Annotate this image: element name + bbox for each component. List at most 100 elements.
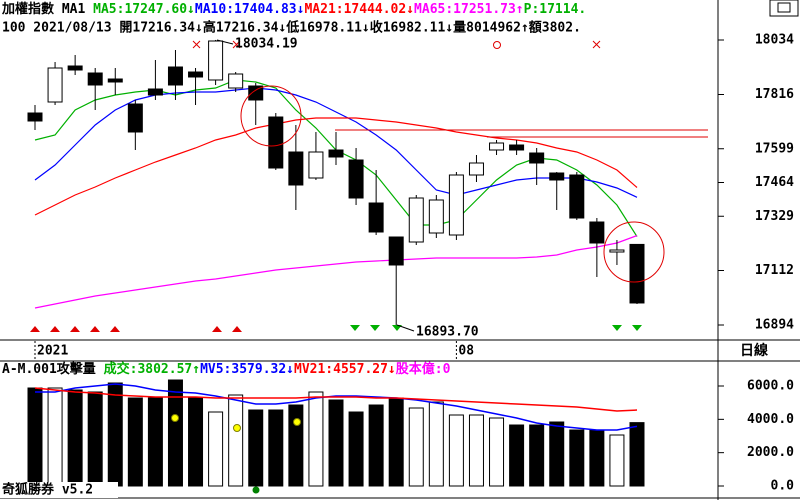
candle-body [27, 112, 43, 122]
volume-bar [388, 397, 404, 487]
candle-body [348, 159, 364, 199]
legend: 加權指數 MA1 MA5:17247.60↓MA10:17404.83↓MA21… [1, 1, 586, 17]
volume-bar [27, 387, 43, 487]
volume-bar [529, 424, 545, 487]
y-tick-label: 17112 [755, 263, 794, 278]
volume-bar [549, 421, 565, 487]
candle-body [308, 151, 324, 179]
y-tick-label: 4000.0 [747, 412, 794, 427]
plot: 18034 17816 17599 17464 17329 17112 16894 6000.… [27, 33, 795, 494]
volume-bar [368, 404, 384, 487]
candle-body [248, 85, 264, 101]
candle-body [549, 172, 565, 181]
y-tick-label: 17816 [755, 87, 794, 102]
volume-bar [67, 389, 83, 487]
candle-body [589, 221, 605, 244]
volume-bar [509, 424, 525, 487]
volume-dots [171, 414, 301, 494]
volume-bar [127, 397, 143, 487]
highlight-circle [240, 85, 302, 147]
volume-bar [208, 411, 224, 487]
volume-bar [408, 407, 424, 487]
candle-body [147, 88, 163, 96]
volume-bar [428, 401, 444, 487]
volume-bar [308, 391, 324, 487]
legend-entry: MA5:17247.60↓ [93, 2, 195, 17]
candle-body [288, 151, 304, 186]
ma-line [34, 235, 638, 309]
mv-line [34, 387, 638, 412]
period[interactable]: 日線 [740, 342, 768, 359]
sell-signals [350, 325, 642, 331]
candle-body [468, 162, 484, 176]
annotation-leader [396, 324, 415, 332]
window-icon [777, 2, 791, 13]
candle-body [368, 202, 384, 233]
candle-body [107, 78, 123, 83]
y-tick-label: 17599 [755, 141, 794, 156]
volume-bar [609, 434, 625, 487]
volume-bar [47, 387, 63, 487]
candle-body [529, 152, 545, 164]
volume-bar [107, 382, 123, 487]
volume-title: A-M.001攻擊量 [2, 361, 96, 377]
candle-body [328, 149, 344, 158]
candle-body [208, 40, 224, 81]
y-tick-label: 17329 [755, 209, 794, 224]
candle-body [87, 72, 103, 86]
signal-circle [493, 41, 501, 49]
volume-bar [448, 414, 464, 487]
volume-bar [248, 409, 264, 487]
candle-body [228, 73, 244, 89]
y-tick-label: 17464 [755, 175, 794, 190]
volume-bar [288, 404, 304, 487]
volume-bar [147, 397, 163, 487]
volume-bar [348, 411, 364, 487]
legend-entry: MA21:17444.02↓ [304, 2, 414, 17]
candle-body [428, 199, 444, 234]
chart-title: 加權指數 MA1 [1, 1, 85, 17]
highlight-circle [603, 221, 665, 283]
capital-label: 股本億:0 [396, 361, 451, 377]
buy-signals [30, 326, 242, 332]
legend-entry: MA65:17251.73↑ [414, 2, 524, 17]
subtitle: 100 2021/08/13 開17216.34↓高17216.34↓低1697… [2, 20, 581, 36]
candle-body [188, 71, 204, 78]
window-button[interactable] [769, 0, 799, 17]
volume-bar [629, 422, 645, 487]
volume-legend: A-M.001攻擊量 成交:3802.57↑MV5:3579.32↓MV21:4… [2, 361, 451, 377]
candle-body [448, 174, 464, 236]
y-tick-label: 16894 [755, 318, 794, 333]
footer: 奇狐勝券 v5.2 [2, 482, 93, 498]
legend-entry: MV21:4557.27↓ [294, 362, 396, 377]
y-tick-label: 2000.0 [747, 445, 794, 460]
x-tick-label: 08 [458, 344, 474, 359]
candle-body [167, 66, 183, 86]
volume-bar [228, 394, 244, 487]
annotation-leader [216, 39, 234, 45]
ma-line [34, 117, 638, 216]
candle-body [268, 116, 284, 169]
candle-body [408, 197, 424, 243]
price-label: P:17114. [524, 2, 587, 17]
legend-entry: MV5:3579.32↓ [200, 362, 294, 377]
candle-body [47, 67, 63, 103]
volume-bar [87, 391, 103, 487]
volume-label: 成交:3802.57↑ [104, 361, 200, 377]
candle-body [509, 144, 525, 151]
legend-entry: MA10:17404.83↓ [195, 2, 305, 17]
volume-bar [589, 429, 605, 487]
y-tick-label: 0.0 [771, 479, 795, 494]
candle-body [489, 142, 505, 151]
volume-bar [489, 417, 505, 487]
volume-bar [188, 397, 204, 487]
candle-body [67, 65, 83, 71]
candle-body [609, 249, 625, 253]
low-annotation: 16893.70 [416, 325, 479, 340]
candle-body [388, 236, 404, 266]
volume-bar [468, 414, 484, 487]
volume-bar [268, 409, 284, 487]
mv-line [35, 383, 638, 431]
volume-bar [328, 399, 344, 487]
